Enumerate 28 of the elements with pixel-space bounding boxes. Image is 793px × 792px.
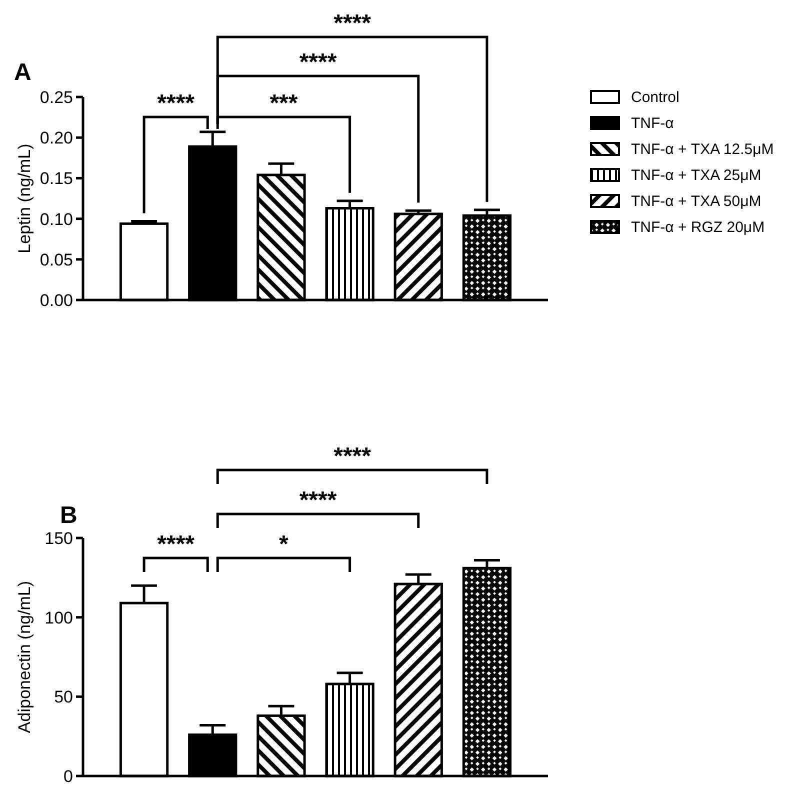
annotation: **** [157, 90, 196, 117]
legend-label: TNF-α [631, 115, 674, 132]
legend-label: TNF-α + TXA 50μM [631, 193, 762, 210]
legend-label: TNF-α + TXA 12.5μM [631, 141, 774, 158]
y-tick-label: 100 [44, 608, 73, 628]
annotation: * [279, 531, 290, 558]
text: **** [334, 443, 372, 470]
y-tick-label: 150 [44, 528, 73, 548]
y-tick-label: 0.00 [40, 290, 73, 310]
y-axis-title: Leptin (ng/mL) [15, 144, 34, 254]
y-tick-label: 0.25 [40, 88, 73, 107]
text: **** [299, 49, 338, 76]
annotation: *** [270, 90, 298, 117]
legend-label: TNF-α + RGZ 20μM [631, 219, 765, 236]
y-tick-label: 0.20 [40, 128, 73, 148]
chart-title: B [60, 502, 78, 529]
y-axis-title: Adiponectin (ng/mL) [15, 580, 34, 734]
y-tick-label: 0.15 [40, 169, 73, 188]
text: **** [299, 487, 338, 514]
y-tick-label: 0 [64, 766, 73, 786]
chart-title: A [14, 59, 32, 86]
y-tick-label: 0.10 [40, 210, 73, 229]
text: **** [334, 10, 372, 37]
y-tick-label: 0.05 [40, 250, 73, 270]
y-tick-label: 50 [54, 688, 73, 707]
legend-label: Control [631, 89, 680, 106]
legend-label: TNF-α + TXA 25μM [631, 167, 762, 184]
annotation: **** [157, 531, 196, 558]
